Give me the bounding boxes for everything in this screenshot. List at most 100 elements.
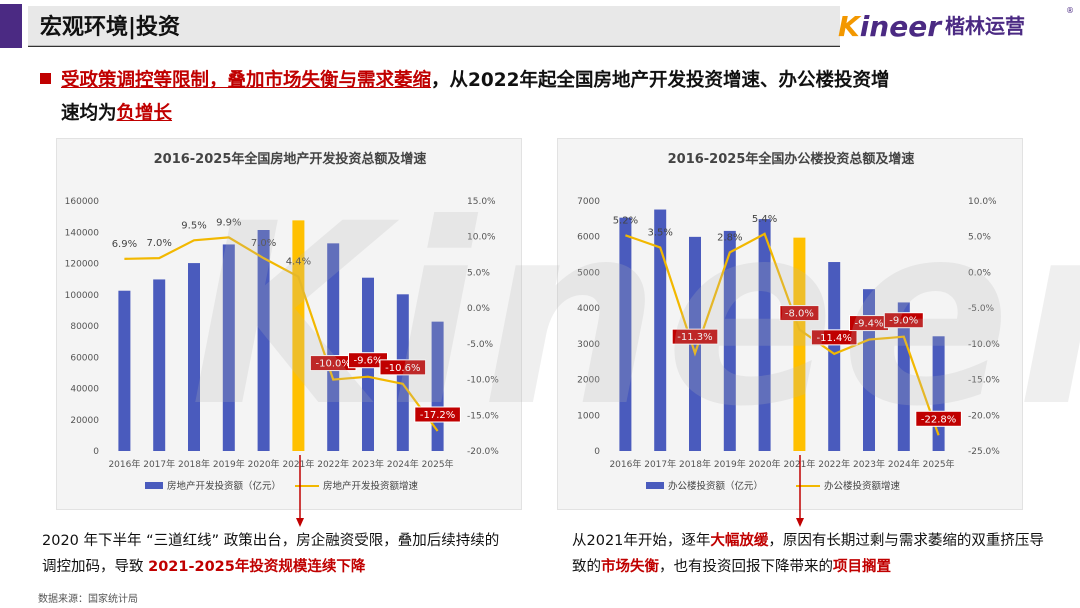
data-label: 7.0%	[251, 238, 276, 249]
y-right-tick-label: 0.0%	[467, 304, 490, 314]
y-left-tick-label: 160000	[65, 197, 100, 207]
y-right-tick-label: -15.0%	[467, 411, 499, 421]
x-tick-label: 2025年	[923, 458, 955, 470]
bar	[327, 243, 340, 451]
x-tick-label: 2023年	[853, 458, 885, 470]
x-tick-label: 2018年	[679, 458, 711, 470]
y-right-tick-label: 5.0%	[467, 268, 490, 278]
x-tick-label: 2021年	[783, 458, 815, 470]
data-label: -10.0%	[316, 359, 351, 370]
guide-arrow-head-icon	[296, 518, 304, 527]
data-label-negative: -11.3%	[671, 328, 719, 345]
data-label: -17.2%	[420, 410, 455, 421]
data-label-negative: -10.6%	[379, 359, 427, 376]
legend-bar-swatch	[646, 482, 664, 489]
y-left-tick-label: 1000	[577, 411, 600, 421]
bar	[897, 302, 910, 451]
chart-office-investment: 2016-2025年全国办公楼投资总额及增速 0 1000 2000 3000 4000 5…	[557, 138, 1023, 510]
bar	[257, 229, 270, 451]
note-right: 从2021年开始，逐年大幅放缓，原因有长期过剩与需求萎缩的双重挤压导致的市场失衡…	[572, 528, 1052, 580]
bar-highlight	[793, 237, 806, 451]
header-accent-bar	[0, 4, 22, 48]
y-right-tick-label: 0.0%	[968, 268, 991, 278]
legend-bar-label: 办公楼投资额（亿元）	[668, 480, 763, 492]
x-tick-label: 2023年	[352, 458, 384, 470]
y-right-tick-label: -25.0%	[968, 447, 1000, 457]
data-source: 数据来源：国家统计局	[38, 594, 138, 605]
data-label: -10.6%	[385, 363, 420, 374]
x-tick-label: 2019年	[213, 458, 245, 470]
y-right-tick-label: -10.0%	[968, 340, 1000, 350]
bar	[431, 321, 444, 451]
x-tick-label: 2019年	[714, 458, 746, 470]
bar	[863, 289, 875, 451]
data-label-bg	[915, 410, 962, 427]
y-left-tick-label: 100000	[65, 291, 100, 301]
growth-line	[625, 232, 940, 436]
note-left-text: 2020 年下半年 “三道红线” 政策出台，房企融资受限，叠加后续持续的调控加码…	[42, 533, 500, 575]
y-left-tick-label: 0	[594, 447, 600, 457]
bar	[222, 244, 235, 451]
legend-bar-swatch	[145, 482, 163, 489]
bar-highlight	[292, 220, 305, 451]
data-label: -11.4%	[817, 333, 852, 344]
y-left-tick-label: 60000	[70, 353, 99, 363]
x-tick-label: 2024年	[387, 458, 419, 470]
y-left-tick-label: 140000	[65, 228, 100, 238]
data-label-bg	[883, 312, 924, 329]
data-label: 9.9%	[216, 217, 241, 228]
chart-real-estate-investment: 2016-2025年全国房地产开发投资总额及增速 0 20000 40000 60000…	[56, 138, 522, 510]
bullet-square-icon	[40, 73, 51, 84]
y-right-tick-label: 10.0%	[968, 197, 997, 207]
x-tick-label: 2022年	[317, 458, 349, 470]
data-label-negative: -9.6%	[348, 352, 388, 369]
header-title-box	[28, 6, 840, 46]
x-tick-label: 2022年	[818, 458, 850, 470]
y-left-tick-label: 20000	[70, 416, 99, 426]
legend-line-label: 办公楼投资额增速	[824, 480, 901, 492]
y-right-tick-label: -10.0%	[467, 376, 499, 386]
x-tick-label: 2020年	[749, 458, 781, 470]
legend-bar-label: 房地产开发投资额（亿元）	[167, 480, 281, 492]
y-right-tick-label: -5.0%	[467, 340, 494, 350]
data-label: -22.8%	[921, 414, 956, 425]
chart-title: 2016-2025年全国房地产开发投资总额及增速	[154, 151, 427, 167]
data-label: 6.9%	[112, 239, 137, 250]
y-left-tick-label: 5000	[577, 268, 600, 278]
bar	[153, 279, 166, 451]
data-label-negative: -9.0%	[883, 312, 924, 329]
y-left-tick-label: 2000	[577, 376, 600, 386]
data-label: -9.6%	[353, 356, 382, 367]
chart-real-estate-svg: 2016-2025年全国房地产开发投资总额及增速 0 20000 40000 60000…	[65, 151, 500, 492]
note-right-text-3: ，也有投资回报下降带来的	[659, 559, 833, 575]
y-left-tick-label: 0	[93, 447, 99, 457]
y-left-tick-label: 3000	[577, 340, 600, 350]
growth-line	[124, 236, 439, 432]
x-tick-label: 2017年	[143, 458, 175, 470]
data-label: -9.0%	[889, 316, 918, 327]
headline-red-1: 受政策调控等限制，叠加市场失衡与需求萎缩	[61, 70, 432, 91]
bar	[723, 230, 736, 451]
x-tick-label: 2024年	[888, 458, 920, 470]
data-label: 2.8%	[717, 232, 742, 243]
data-label-negative: -11.4%	[810, 329, 858, 346]
bar	[654, 209, 667, 451]
x-tick-label: 2020年	[248, 458, 280, 470]
bar	[758, 219, 771, 451]
data-label-bg	[379, 359, 427, 376]
note-left-red: 2021-2025年投资规模连续下降	[148, 559, 366, 575]
data-label-negative: -17.2%	[414, 406, 461, 423]
headline: 受政策调控等限制，叠加市场失衡与需求萎缩，从2022年起全国房地产开发投资增速、…	[40, 64, 1060, 130]
x-tick-label: 2025年	[422, 458, 454, 470]
data-label-bg	[414, 406, 461, 423]
note-right-text-1: 从2021年开始，逐年	[572, 533, 711, 549]
y-right-tick-label: 5.0%	[968, 233, 991, 243]
data-label: -11.3%	[677, 332, 712, 343]
y-right-tick-label: -20.0%	[467, 447, 499, 457]
note-right-red-3: 项目搁置	[833, 559, 891, 575]
data-label: 5.4%	[752, 214, 777, 225]
x-tick-label: 2018年	[178, 458, 210, 470]
data-label: 9.5%	[181, 220, 206, 231]
data-label: 7.0%	[146, 238, 171, 249]
x-tick-label: 2017年	[644, 458, 676, 470]
